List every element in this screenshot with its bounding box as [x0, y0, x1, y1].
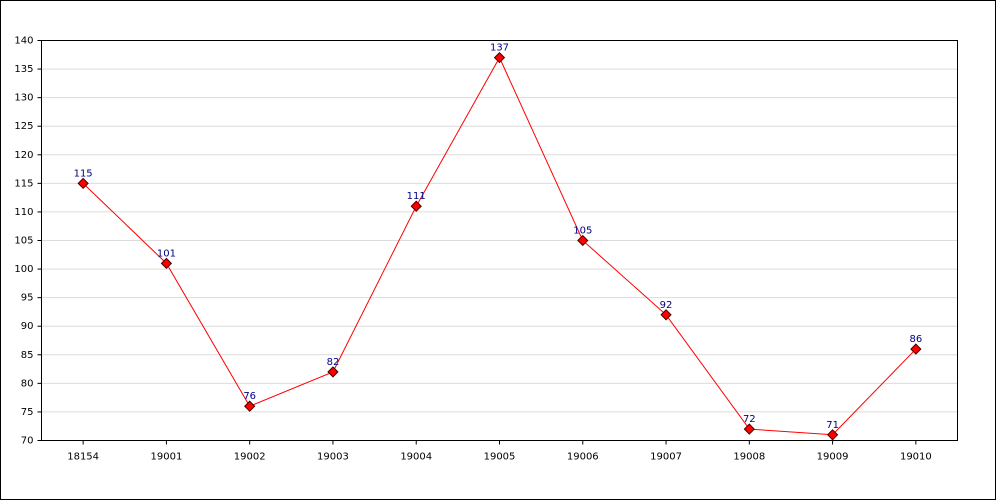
- marker: [77, 177, 89, 190]
- data-label: 72: [743, 414, 756, 425]
- data-label: 82: [327, 357, 340, 368]
- y-tick-label: 90: [21, 321, 34, 332]
- y-tick-label: 85: [21, 350, 34, 361]
- data-label: 105: [573, 226, 592, 237]
- x-tick-label: 19009: [817, 452, 849, 463]
- y-tick-label: 120: [14, 150, 33, 161]
- data-label: 101: [157, 248, 176, 259]
- x-tick-label: 19010: [900, 452, 932, 463]
- data-label: 92: [660, 300, 673, 311]
- x-tick-label: 19008: [733, 452, 765, 463]
- data-label: 111: [407, 191, 426, 202]
- data-label: 76: [243, 391, 256, 402]
- y-tick-label: 95: [21, 293, 34, 304]
- x-tick-label: 19003: [317, 452, 349, 463]
- x-tick-label: 18154: [67, 452, 99, 463]
- x-tick-label: 19002: [234, 452, 266, 463]
- data-label: 137: [490, 43, 509, 54]
- data-label: 86: [909, 334, 922, 345]
- marker: [577, 234, 589, 247]
- y-tick-label: 130: [14, 93, 33, 104]
- y-tick-label: 125: [14, 121, 33, 132]
- x-tick-label: 19001: [151, 452, 183, 463]
- y-tick-label: 100: [14, 264, 33, 275]
- y-tick-label: 140: [14, 36, 33, 47]
- marker: [743, 423, 755, 435]
- marker: [493, 51, 506, 64]
- y-tick-label: 80: [21, 378, 34, 389]
- marker: [910, 343, 922, 355]
- x-tick-label: 19006: [567, 452, 599, 463]
- y-tick-label: 110: [14, 207, 33, 218]
- y-tick-label: 75: [21, 407, 34, 418]
- y-tick-label: 115: [14, 178, 33, 189]
- y-tick-label: 70: [21, 436, 34, 447]
- x-tick-label: 19007: [650, 452, 682, 463]
- x-tick-label: 19004: [400, 452, 432, 463]
- data-label: 71: [826, 420, 839, 431]
- marker: [660, 309, 672, 321]
- data-label: 115: [74, 168, 93, 179]
- grid: [41, 40, 958, 441]
- marker: [244, 400, 256, 412]
- y-tick-label: 105: [14, 236, 33, 247]
- y-tick-label: 135: [14, 64, 33, 75]
- marker: [327, 366, 339, 378]
- marker: [160, 257, 173, 270]
- marker: [826, 429, 839, 441]
- marker: [410, 200, 422, 212]
- x-tick-label: 19005: [484, 452, 516, 463]
